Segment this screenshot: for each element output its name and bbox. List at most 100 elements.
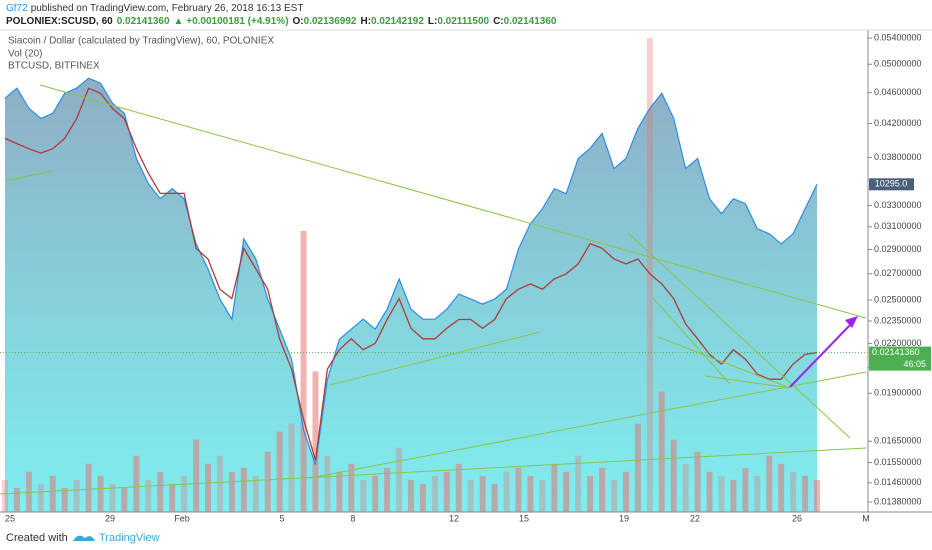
price-axis-bg xyxy=(868,30,932,512)
volume-bar xyxy=(49,475,56,512)
volume-bar xyxy=(419,483,426,512)
last: 0.02141360 xyxy=(117,16,170,27)
volume-bar xyxy=(587,475,594,512)
x-tick-label: 29 xyxy=(105,513,115,523)
price-badge xyxy=(869,346,931,371)
volume-bar xyxy=(121,487,128,512)
footer-brand[interactable]: TradingView xyxy=(99,532,160,544)
x-tick-label: 15 xyxy=(519,513,529,523)
x-tick-label: Feb xyxy=(174,513,190,523)
volume-bar xyxy=(575,455,582,512)
open: 0.02136992 xyxy=(304,16,357,27)
volume-bar xyxy=(2,479,8,512)
y-tick-label: 0.02900000 xyxy=(874,244,922,254)
btc-badge-label: 10295.0 xyxy=(875,179,908,189)
y-tick-label: 0.01460000 xyxy=(874,477,922,487)
publish-line: Gf72 published on TradingView.com, Februa… xyxy=(6,3,303,14)
volume-bar xyxy=(455,463,462,512)
volume-bar xyxy=(97,475,104,512)
trend-line xyxy=(39,84,867,319)
trend-line xyxy=(657,336,791,389)
volume-bar xyxy=(503,471,510,512)
volume-bar xyxy=(73,479,80,512)
close-label: C: xyxy=(493,16,504,27)
trend-line xyxy=(704,375,791,389)
volume-bar xyxy=(276,431,283,512)
volume-bar xyxy=(479,475,486,512)
trend-lines xyxy=(0,84,867,495)
plot-area xyxy=(0,38,868,513)
volume-bar xyxy=(599,467,606,512)
arrow-line xyxy=(789,322,853,388)
high: 0.02142192 xyxy=(371,16,424,27)
y-tick-label: 0.02700000 xyxy=(874,268,922,278)
volume-bar xyxy=(467,479,474,512)
x-tick-label: 8 xyxy=(350,513,355,523)
volume-bar xyxy=(706,471,713,512)
volume-bar xyxy=(527,475,534,512)
symbol-line: POLONIEX:SCUSD, 60 0.02141360 ▲ +0.0010018… xyxy=(6,16,557,27)
close: 0.02141360 xyxy=(504,16,557,27)
volume-bar xyxy=(646,38,653,513)
volume-bar xyxy=(37,483,44,512)
countdown-label: 46:05 xyxy=(903,359,926,369)
volume-bar xyxy=(515,467,522,512)
x-tick-label: 25 xyxy=(5,513,15,523)
y-tick-label: 0.01650000 xyxy=(874,436,922,446)
x-tick-label: 5 xyxy=(279,513,284,523)
y-tick-label: 0.02200000 xyxy=(874,338,922,348)
volume-bar xyxy=(694,451,701,512)
volume-bar xyxy=(634,423,641,512)
volume-bar xyxy=(336,471,343,512)
volume-bar xyxy=(312,371,319,512)
high-label: H: xyxy=(360,16,371,27)
volume-bar xyxy=(240,467,247,512)
volume-bar xyxy=(718,475,725,512)
volume-bar xyxy=(384,467,391,512)
volume-bar xyxy=(145,479,152,512)
volume-bar xyxy=(670,439,677,512)
volume-bar xyxy=(754,475,761,512)
author[interactable]: Gf72 xyxy=(6,3,28,14)
y-tick-label: 0.01550000 xyxy=(874,457,922,467)
arrow-head xyxy=(845,316,858,328)
volume-bar xyxy=(324,455,331,512)
volume-bar xyxy=(539,479,546,512)
volume-bar xyxy=(611,479,617,512)
trend-line xyxy=(329,331,541,386)
y-tick-label: 0.04600000 xyxy=(874,87,922,97)
published: published on TradingView.com, February 2… xyxy=(31,3,304,14)
volume-bar xyxy=(551,463,558,512)
y-tick-label: 0.03800000 xyxy=(874,152,922,162)
volume-bar xyxy=(742,467,749,512)
volume-bar xyxy=(360,479,367,512)
volume-bar xyxy=(372,475,379,512)
volume-bar xyxy=(169,483,176,512)
volume-bar xyxy=(252,475,259,512)
volume-bar xyxy=(216,455,223,512)
volume-bar xyxy=(264,451,271,512)
volume-bar xyxy=(25,471,32,512)
volume-bar xyxy=(563,471,570,512)
x-tick-label: 12 xyxy=(449,513,459,523)
volume-bar xyxy=(61,487,68,512)
footer-created: Created with xyxy=(6,532,68,544)
y-tick-label: 0.03300000 xyxy=(874,200,922,210)
volume-bar xyxy=(300,230,307,513)
trend-line xyxy=(4,170,53,182)
volume-bar xyxy=(408,479,414,512)
open-label: O: xyxy=(293,16,304,27)
volume-bar xyxy=(658,391,665,512)
legend-entry: BTCUSD, BITFINEX xyxy=(8,61,100,72)
logo xyxy=(73,535,95,541)
low-label: L: xyxy=(428,16,437,27)
trend-line xyxy=(0,447,867,495)
volume-bar xyxy=(157,471,164,512)
low: 0.02111500 xyxy=(437,16,489,27)
y-tick-label: 0.01380000 xyxy=(874,496,922,506)
y-tick-label: 0.02500000 xyxy=(874,294,922,304)
y-tick-label: 0.05000000 xyxy=(874,59,922,69)
volume-bar xyxy=(228,471,235,512)
